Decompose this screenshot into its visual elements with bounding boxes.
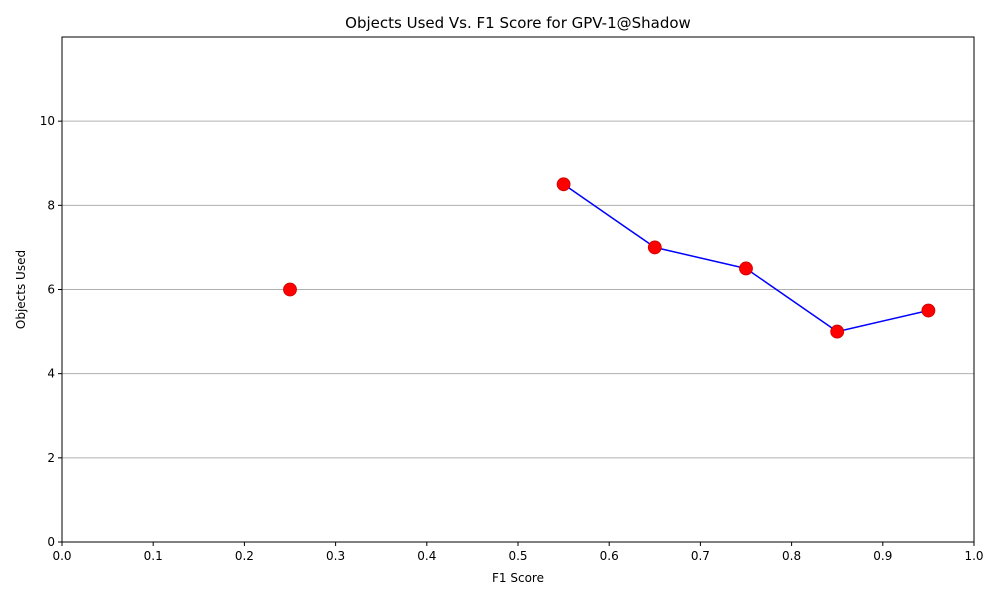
y-tick-label-0: 0: [47, 535, 55, 549]
x-tick-label-5: 0.5: [508, 549, 527, 563]
line-segment-0: [562, 183, 656, 249]
x-tick-label-3: 0.3: [326, 549, 345, 563]
x-tick-label-6: 0.6: [600, 549, 619, 563]
series-line: [562, 183, 930, 333]
y-tick-label-5: 10: [40, 114, 55, 128]
chart-title: Objects Used Vs. F1 Score for GPV-1@Shad…: [345, 14, 691, 32]
line-segment-3: [836, 309, 930, 333]
data-point-0: [283, 282, 297, 297]
data-point-5: [921, 303, 936, 318]
x-tick-label-8: 0.8: [782, 549, 801, 563]
y-axis-label: Objects Used: [14, 250, 28, 329]
y-tick-label-1: 2: [47, 451, 55, 465]
x-tick-label-0: 0.0: [52, 549, 71, 563]
line-segment-2: [745, 267, 838, 333]
x-axis-ticks: 0.0 0.1 0.2 0.3 0.4 0.5 0.6 0.7 0.8 0.9 1.0: [52, 542, 984, 563]
data-points: [283, 177, 936, 339]
x-tick-label-4: 0.4: [417, 549, 436, 563]
line-segment-1: [654, 246, 747, 270]
y-tick-label-2: 4: [47, 367, 55, 381]
x-tick-label-7: 0.7: [691, 549, 710, 563]
grid-lines: [62, 120, 974, 459]
y-tick-label-4: 8: [47, 198, 55, 212]
x-tick-label-2: 0.2: [235, 549, 254, 563]
x-tick-label-10: 1.0: [964, 549, 983, 563]
data-point-2: [647, 240, 662, 255]
data-point-4: [830, 324, 845, 339]
data-point-3: [739, 261, 753, 276]
x-tick-label-9: 0.9: [873, 549, 892, 563]
x-tick-label-1: 0.1: [144, 549, 163, 563]
y-tick-label-3: 6: [47, 283, 55, 297]
x-axis-label: F1 Score: [492, 571, 544, 585]
data-point-1: [556, 177, 571, 192]
y-axis-ticks: 0 2 4 6 8 10: [40, 114, 62, 549]
